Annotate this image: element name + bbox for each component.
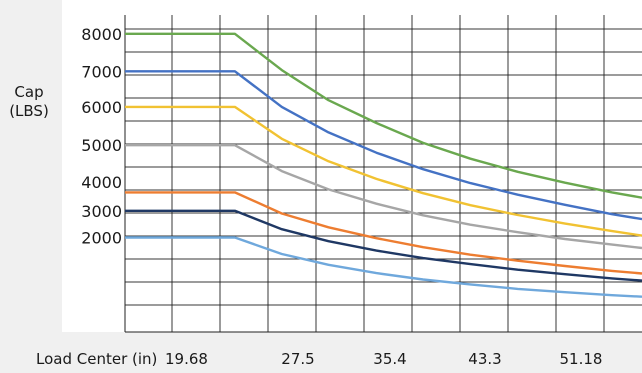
series-lines	[125, 32, 642, 298]
series-line-5	[125, 191, 642, 275]
y-axis-panel	[0, 0, 62, 332]
y-tick-label: 8000	[81, 25, 122, 44]
x-axis-title: Load Center (in)	[36, 350, 157, 368]
series-line-1	[125, 32, 642, 199]
x-tick-label: 19.68	[165, 350, 208, 368]
y-tick-label: 5000	[81, 136, 122, 155]
x-tick-label: 43.3	[468, 350, 501, 368]
x-tick-label: 27.5	[281, 350, 314, 368]
y-tick-label: 4000	[81, 173, 122, 192]
y-axis-title-line1: Cap	[14, 83, 43, 101]
y-tick-label: 6000	[81, 98, 122, 117]
series-line-2	[125, 70, 642, 221]
x-axis-panel	[0, 332, 642, 373]
y-tick-label: 7000	[81, 62, 122, 81]
grid	[124, 15, 642, 333]
y-tick-label: 2000	[81, 228, 122, 247]
series-line-3	[125, 105, 642, 237]
tick-labels: 8000 7000 6000 5000 4000 3000 2000 19.68 27.5 35.…	[81, 25, 602, 368]
series-line-7	[125, 236, 642, 298]
x-tick-label: 51.18	[560, 350, 603, 368]
series-line-4	[125, 144, 642, 250]
series-line-6	[125, 209, 642, 282]
y-axis-title-line2: (LBS)	[9, 102, 49, 120]
x-tick-label: 35.4	[373, 350, 406, 368]
y-tick-label: 3000	[81, 202, 122, 221]
